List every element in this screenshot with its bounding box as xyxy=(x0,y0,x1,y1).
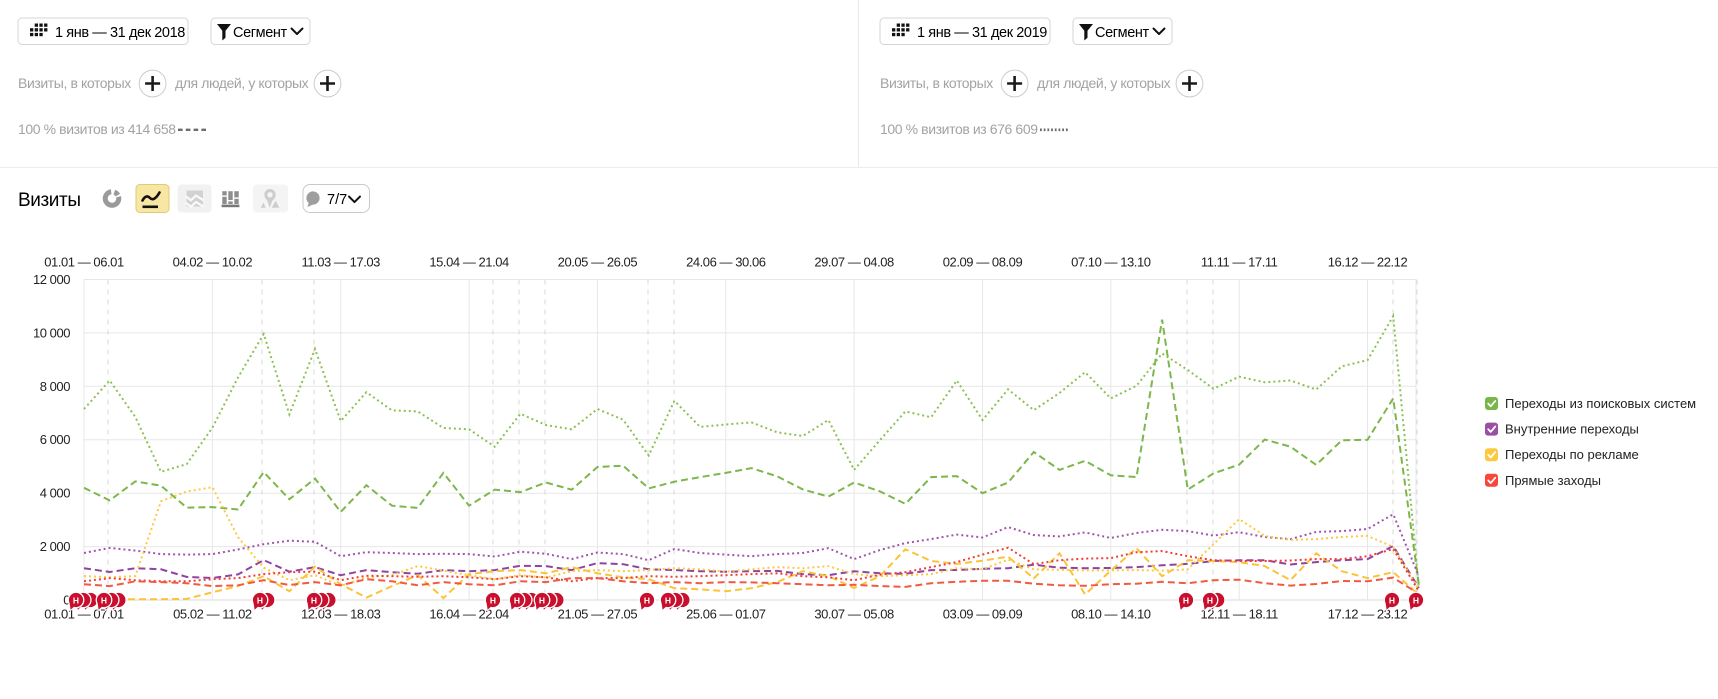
svg-text:Н: Н xyxy=(644,595,650,605)
svg-text:7/7: 7/7 xyxy=(327,192,347,208)
svg-text:Н: Н xyxy=(490,595,496,605)
svg-text:11.03 — 17.03: 11.03 — 17.03 xyxy=(301,255,380,270)
svg-text:Н: Н xyxy=(539,595,545,605)
svg-text:1 янв — 31 дек 2018: 1 янв — 31 дек 2018 xyxy=(55,25,185,41)
svg-text:6 000: 6 000 xyxy=(40,432,71,447)
svg-text:29.07 — 04.08: 29.07 — 04.08 xyxy=(814,255,894,270)
svg-text:07.10 — 13.10: 07.10 — 13.10 xyxy=(1071,255,1151,270)
svg-text:Н: Н xyxy=(1413,595,1419,605)
svg-text:Н: Н xyxy=(665,595,671,605)
svg-text:Н: Н xyxy=(257,595,263,605)
svg-text:Визиты, в которых: Визиты, в которых xyxy=(18,75,131,91)
svg-text:05.02 — 11.02: 05.02 — 11.02 xyxy=(173,607,252,622)
svg-text:08.10 — 14.10: 08.10 — 14.10 xyxy=(1071,607,1151,622)
svg-text:01.01 — 07.01: 01.01 — 07.01 xyxy=(44,607,124,622)
svg-text:для людей, у которых: для людей, у которых xyxy=(175,75,309,91)
svg-text:8 000: 8 000 xyxy=(40,379,71,394)
svg-text:Н: Н xyxy=(1207,595,1213,605)
svg-text:12.11 — 18.11: 12.11 — 18.11 xyxy=(1200,607,1278,622)
svg-text:01.01 — 06.01: 01.01 — 06.01 xyxy=(44,255,124,270)
svg-text:25.06 — 01.07: 25.06 — 01.07 xyxy=(686,607,766,622)
svg-text:Н: Н xyxy=(73,595,79,605)
svg-text:10 000: 10 000 xyxy=(33,325,70,340)
svg-text:03.09 — 09.09: 03.09 — 09.09 xyxy=(943,607,1023,622)
svg-text:12.03 — 18.03: 12.03 — 18.03 xyxy=(301,607,381,622)
svg-text:Н: Н xyxy=(514,595,520,605)
svg-text:2 000: 2 000 xyxy=(40,539,71,554)
svg-text:Переходы из поисковых систем: Переходы из поисковых систем xyxy=(1505,396,1696,411)
svg-text:Переходы по рекламе: Переходы по рекламе xyxy=(1505,447,1639,462)
svg-text:21.05 — 27.05: 21.05 — 27.05 xyxy=(558,607,638,622)
svg-text:20.05 — 26.05: 20.05 — 26.05 xyxy=(558,255,638,270)
svg-text:30.07 — 05.08: 30.07 — 05.08 xyxy=(814,607,894,622)
svg-text:Внутренние переходы: Внутренние переходы xyxy=(1505,422,1639,437)
svg-text:для людей, у которых: для людей, у которых xyxy=(1037,75,1171,91)
svg-text:100 % визитов из 676 609: 100 % визитов из 676 609 xyxy=(880,121,1038,137)
svg-text:24.06 — 30.06: 24.06 — 30.06 xyxy=(686,255,766,270)
svg-text:15.04 — 21.04: 15.04 — 21.04 xyxy=(429,255,509,270)
svg-text:Н: Н xyxy=(1389,595,1395,605)
svg-text:Н: Н xyxy=(101,595,107,605)
svg-text:100 % визитов из 414 658: 100 % визитов из 414 658 xyxy=(18,121,176,137)
svg-text:04.02 — 10.02: 04.02 — 10.02 xyxy=(173,255,253,270)
svg-text:11.11 — 17.11: 11.11 — 17.11 xyxy=(1201,255,1278,270)
svg-text:02.09 — 08.09: 02.09 — 08.09 xyxy=(943,255,1023,270)
svg-text:16.12 — 22.12: 16.12 — 22.12 xyxy=(1328,255,1408,270)
svg-text:17.12 — 23.12: 17.12 — 23.12 xyxy=(1328,607,1408,622)
svg-text:16.04 — 22.04: 16.04 — 22.04 xyxy=(429,607,509,622)
svg-text:Н: Н xyxy=(1183,595,1189,605)
svg-text:Сегмент: Сегмент xyxy=(233,25,287,41)
svg-text:1 янв — 31 дек 2019: 1 янв — 31 дек 2019 xyxy=(917,25,1047,41)
svg-text:Визиты: Визиты xyxy=(18,190,81,211)
svg-text:4 000: 4 000 xyxy=(40,486,71,501)
svg-text:Прямые заходы: Прямые заходы xyxy=(1505,473,1601,488)
svg-text:Визиты, в которых: Визиты, в которых xyxy=(880,75,993,91)
svg-text:Н: Н xyxy=(311,595,317,605)
svg-text:12 000: 12 000 xyxy=(33,272,70,287)
svg-text:0: 0 xyxy=(63,593,70,608)
svg-text:Сегмент: Сегмент xyxy=(1095,25,1149,41)
